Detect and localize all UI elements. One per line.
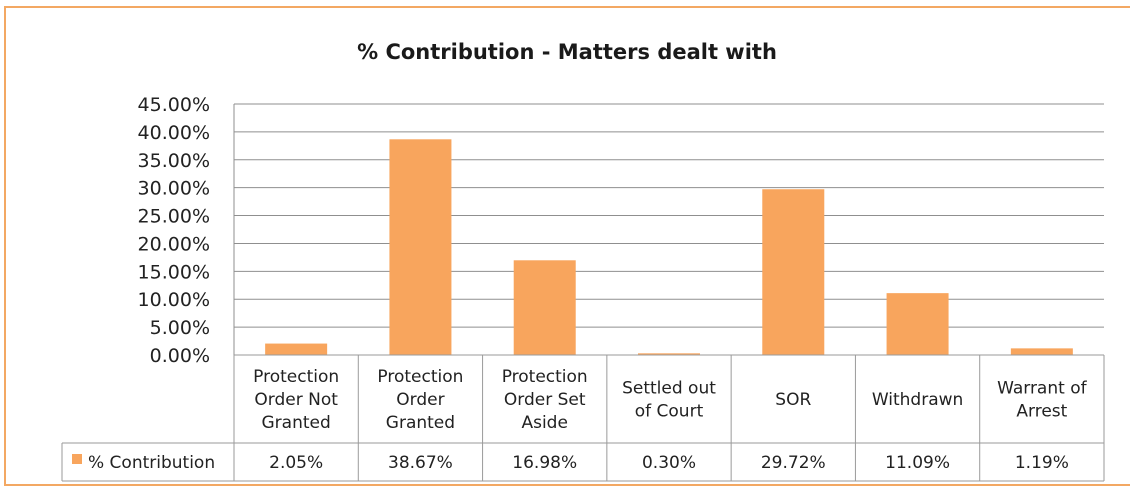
category-label: Arrest (1016, 402, 1067, 422)
category-label: Warrant of (997, 379, 1087, 399)
data-label: 38.67% (388, 453, 453, 473)
y-tick-label: 5.00% (150, 317, 210, 339)
category-label: Settled out (622, 379, 716, 399)
data-label: 29.72% (761, 453, 826, 473)
y-tick-label: 35.00% (138, 150, 210, 172)
y-tick-label: 25.00% (138, 206, 210, 228)
category-label: Protection (377, 367, 463, 387)
bar (886, 293, 949, 355)
category-label: Granted (262, 413, 331, 433)
category-label: Order Not (254, 390, 338, 410)
bar (389, 139, 452, 355)
y-tick-label: 40.00% (138, 122, 210, 144)
y-tick-label: 10.00% (138, 289, 210, 311)
chart-frame (4, 6, 1130, 486)
category-label: Order (396, 390, 444, 410)
category-label: Protection (253, 367, 339, 387)
category-label: SOR (775, 390, 811, 410)
category-label: Protection (502, 367, 588, 387)
data-label: 0.30% (642, 453, 696, 473)
category-label: Order Set (504, 390, 586, 410)
category-label: Withdrawn (872, 390, 963, 410)
chart-title: % Contribution - Matters dealt with (357, 40, 777, 64)
y-tick-label: 0.00% (150, 345, 210, 367)
y-tick-label: 45.00% (138, 94, 210, 116)
legend-swatch (72, 454, 82, 464)
bar (762, 189, 825, 355)
category-label: of Court (635, 402, 704, 422)
bar (265, 343, 328, 355)
category-label: Granted (386, 413, 455, 433)
data-label: 11.09% (885, 453, 950, 473)
bar (513, 260, 576, 355)
y-tick-label: 15.00% (138, 261, 210, 283)
category-label: Aside (521, 413, 567, 433)
data-label: 16.98% (512, 453, 577, 473)
data-label: 2.05% (269, 453, 323, 473)
bar (638, 353, 700, 355)
bar (1010, 348, 1073, 355)
y-tick-label: 20.00% (138, 233, 210, 255)
y-tick-label: 30.00% (138, 178, 210, 200)
legend-label: % Contribution (88, 453, 215, 473)
data-label: 1.19% (1015, 453, 1069, 473)
